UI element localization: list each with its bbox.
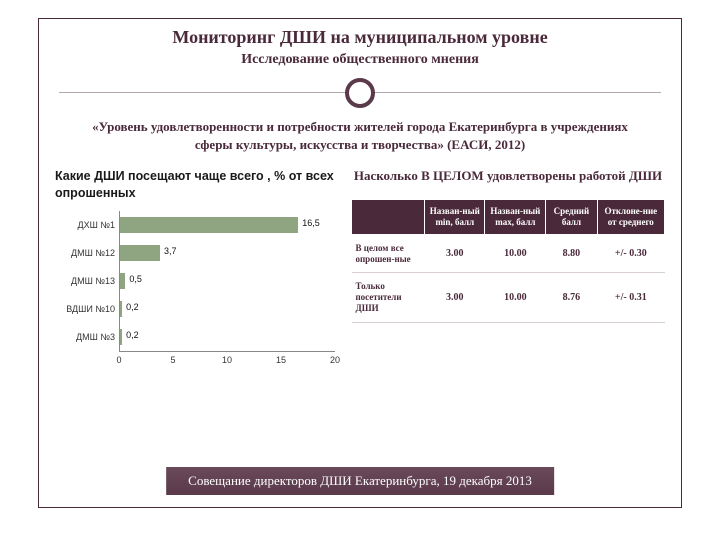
bar [120,301,122,317]
x-axis: 05101520 [119,351,335,369]
table-cell: 8.76 [546,273,597,322]
bar-area: 3,7 [119,239,335,267]
bar-value: 16,5 [302,218,320,228]
bar-value: 0,2 [126,330,139,340]
bar-label: ВДШИ №10 [55,304,119,314]
title-sub: Исследование общественного мнения [59,52,661,68]
bar-label: ДМШ №3 [55,332,119,342]
table-cell: 10.00 [485,273,546,322]
bar [120,329,122,345]
x-tick: 10 [222,355,232,365]
bar-chart: ДХШ №1 16,5 ДМШ №12 3,7 ДМШ №13 0,5 ВДШИ №10 0,… [55,211,335,391]
table-row: В целом все опрошен-ные3.0010.008.80+/- … [352,234,665,273]
table-rowhead: В целом все опрошен-ные [352,234,425,273]
bar-value: 0,2 [126,302,139,312]
x-tick: 0 [116,355,121,365]
table-row: Только посетители ДШИ3.0010.008.76+/- 0.… [352,273,665,322]
bar-row: ДМШ №3 0,2 [55,323,335,351]
table-cell: +/- 0.30 [597,234,664,273]
bar-area: 0,2 [119,323,335,351]
table-cell: +/- 0.31 [597,273,664,322]
table-rowhead: Только посетители ДШИ [352,273,425,322]
x-tick: 5 [170,355,175,365]
table-cell: 3.00 [425,273,485,322]
table-header-row: Назван-ный min, баллНазван-ный max, балл… [352,200,665,235]
chart-title: Какие ДШИ посещают чаще всего , % от все… [55,168,335,201]
bar-value: 3,7 [164,246,177,256]
table-cell: 10.00 [485,234,546,273]
divider-circle-icon [345,78,375,108]
satisfaction-table: Назван-ный min, баллНазван-ный max, балл… [351,199,665,323]
table-title: Насколько В ЦЕЛОМ удовлетворены работой … [351,168,665,185]
table-header-cell: Отклоне-ние от среднего [597,200,664,235]
bar-row: ДХШ №1 16,5 [55,211,335,239]
bar [120,245,160,261]
bar-row: ВДШИ №10 0,2 [55,295,335,323]
bar-area: 0,5 [119,267,335,295]
quote-text: «Уровень удовлетворенности и потребности… [39,118,681,154]
title-block: Мониторинг ДШИ на муниципальном уровне И… [39,19,681,72]
bar-label: ДМШ №12 [55,248,119,258]
table-header-cell [352,200,425,235]
table-cell: 8.80 [546,234,597,273]
bar-value: 0,5 [129,274,142,284]
slide-frame: Мониторинг ДШИ на муниципальном уровне И… [38,18,682,508]
content-row: Какие ДШИ посещают чаще всего , % от все… [39,154,681,391]
bar-label: ДМШ №13 [55,276,119,286]
bar [120,217,298,233]
bar [120,273,125,289]
bar-row: ДМШ №13 0,5 [55,267,335,295]
title-main: Мониторинг ДШИ на муниципальном уровне [59,27,661,48]
x-tick: 20 [330,355,340,365]
chart-column: Какие ДШИ посещают чаще всего , % от все… [55,168,335,391]
table-column: Насколько В ЦЕЛОМ удовлетворены работой … [351,168,665,391]
table-header-cell: Назван-ный min, балл [425,200,485,235]
footer-bar: Совещание директоров ДШИ Екатеринбурга, … [166,467,554,495]
table-header-cell: Средний балл [546,200,597,235]
table-header-cell: Назван-ный max, балл [485,200,546,235]
bar-area: 16,5 [119,211,335,239]
divider [59,78,661,108]
bar-area: 0,2 [119,295,335,323]
bar-label: ДХШ №1 [55,220,119,230]
bar-row: ДМШ №12 3,7 [55,239,335,267]
x-tick: 15 [276,355,286,365]
table-cell: 3.00 [425,234,485,273]
